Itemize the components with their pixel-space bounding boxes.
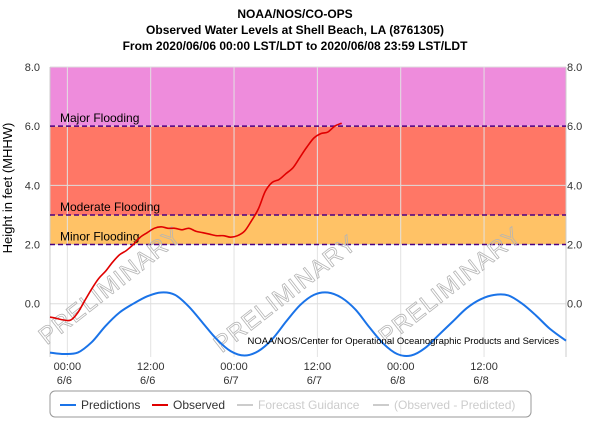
x-tick-date: 6/8 xyxy=(390,375,405,387)
series-layer xyxy=(49,122,567,357)
legend-label[interactable]: (Observed - Predicted) xyxy=(394,398,515,412)
band-label-minor-flooding: Minor Flooding xyxy=(60,230,139,244)
band-major-flooding xyxy=(50,67,566,127)
legend-label[interactable]: Predictions xyxy=(81,398,140,412)
band-moderate-flooding xyxy=(50,126,566,215)
x-tick-time: 12:00 xyxy=(470,361,498,373)
legend-item-observed-predicted[interactable]: (Observed - Predicted) xyxy=(373,398,515,412)
flood-band-labels: Major Flooding Moderate Flooding Minor Flo… xyxy=(60,111,160,243)
y-tick-label: 8.0 xyxy=(25,62,40,74)
legend-label[interactable]: Observed xyxy=(173,398,225,412)
legend: Predictions Observed Forecast Guidance (Obs… xyxy=(60,398,515,412)
flood-bands xyxy=(50,67,566,245)
series-line-observed xyxy=(49,122,343,322)
y-axis-left: 8.0 6.0 4.0 2.0 0.0 xyxy=(25,62,40,311)
band-minor-flooding xyxy=(50,214,566,245)
y-tick-label-right: 2.0 xyxy=(567,240,582,252)
flood-threshold-lines xyxy=(50,125,566,246)
x-tick-time: 12:00 xyxy=(137,361,165,373)
legend-label[interactable]: Forecast Guidance xyxy=(258,398,360,412)
legend-item-forecast-guidance[interactable]: Forecast Guidance xyxy=(237,398,360,412)
y-tick-label-right: 4.0 xyxy=(567,180,582,192)
y-tick-label: 0.0 xyxy=(25,299,40,311)
chart-title: NOAA/NOS/CO-OPS xyxy=(237,7,352,21)
x-tick-date: 6/8 xyxy=(473,375,488,387)
legend-item-observed[interactable]: Observed xyxy=(152,398,225,412)
x-tick-date: 6/7 xyxy=(223,375,238,387)
legend-box xyxy=(49,390,532,418)
y-axis-right: 8.0 6.0 4.0 2.0 0.0 xyxy=(567,62,582,311)
credit-text: NOAA/NOS/Center for Operational Oceanogr… xyxy=(247,336,559,347)
chart-subtitle: Observed Water Levels at Shell Beach, LA… xyxy=(146,23,444,37)
band-label-major-flooding: Major Flooding xyxy=(60,111,139,125)
x-tick-time: 00:00 xyxy=(387,361,415,373)
x-tick-date: 6/7 xyxy=(307,375,322,387)
y-tick-label: 6.0 xyxy=(25,121,40,133)
series-line-predictions xyxy=(49,291,567,357)
y-tick-label-right: 8.0 xyxy=(567,62,582,74)
x-tick-date: 6/6 xyxy=(140,375,155,387)
y-tick-label: 2.0 xyxy=(25,240,40,252)
x-tick-time: 12:00 xyxy=(304,361,332,373)
y-axis-label: Height in feet (MHHW) xyxy=(0,123,15,254)
x-tick-time: 00:00 xyxy=(220,361,248,373)
legend-item-predictions[interactable]: Predictions xyxy=(60,398,140,412)
chart-range: From 2020/06/06 00:00 LST/LDT to 2020/06… xyxy=(123,39,468,53)
y-tick-label-right: 0.0 xyxy=(567,299,582,311)
x-tick-date: 6/6 xyxy=(57,375,72,387)
x-tick-time: 00:00 xyxy=(54,361,82,373)
y-tick-label: 4.0 xyxy=(25,180,40,192)
band-label-moderate-flooding: Moderate Flooding xyxy=(60,200,160,214)
x-axis: 00:00 6/6 12:00 6/6 00:00 6/7 12:00 6/7 00:00 6/8… xyxy=(54,361,498,387)
y-tick-label-right: 6.0 xyxy=(567,121,582,133)
